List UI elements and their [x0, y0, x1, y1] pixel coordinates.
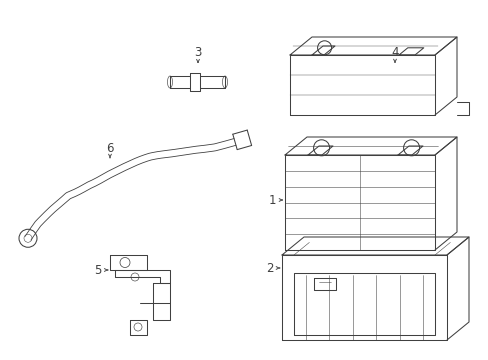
Text: 6: 6	[106, 141, 114, 154]
Text: 4: 4	[390, 45, 398, 58]
Text: 3: 3	[194, 45, 201, 58]
Text: 1: 1	[268, 194, 275, 207]
Text: 2: 2	[265, 261, 273, 274]
Text: 5: 5	[94, 264, 102, 276]
